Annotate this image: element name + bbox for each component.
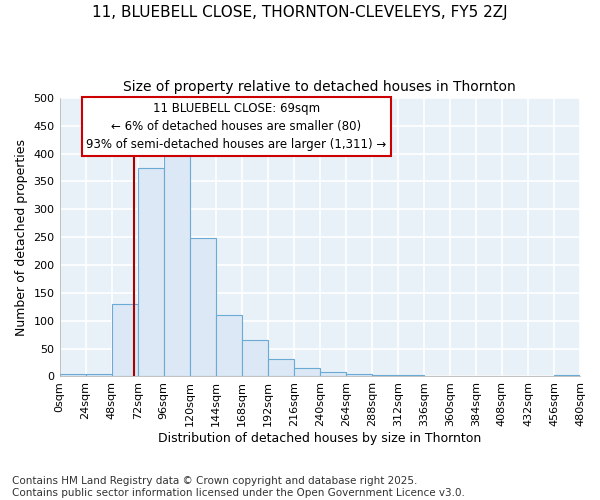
Text: 11 BLUEBELL CLOSE: 69sqm
← 6% of detached houses are smaller (80)
93% of semi-de: 11 BLUEBELL CLOSE: 69sqm ← 6% of detache… bbox=[86, 102, 386, 151]
Y-axis label: Number of detached properties: Number of detached properties bbox=[15, 138, 28, 336]
Bar bbox=[554, 375, 580, 376]
Bar bbox=[190, 238, 215, 376]
Bar bbox=[268, 358, 294, 376]
Bar bbox=[86, 374, 112, 376]
Bar bbox=[164, 146, 190, 376]
Bar bbox=[372, 375, 398, 376]
Bar bbox=[320, 372, 346, 376]
Bar bbox=[137, 168, 164, 376]
Bar bbox=[242, 340, 268, 376]
Bar bbox=[112, 304, 137, 376]
Text: 11, BLUEBELL CLOSE, THORNTON-CLEVELEYS, FY5 2ZJ: 11, BLUEBELL CLOSE, THORNTON-CLEVELEYS, … bbox=[92, 5, 508, 20]
Bar bbox=[294, 368, 320, 376]
Bar bbox=[346, 374, 372, 376]
Title: Size of property relative to detached houses in Thornton: Size of property relative to detached ho… bbox=[124, 80, 516, 94]
Text: Contains HM Land Registry data © Crown copyright and database right 2025.
Contai: Contains HM Land Registry data © Crown c… bbox=[12, 476, 465, 498]
Bar bbox=[59, 374, 86, 376]
Bar bbox=[215, 315, 242, 376]
X-axis label: Distribution of detached houses by size in Thornton: Distribution of detached houses by size … bbox=[158, 432, 481, 445]
